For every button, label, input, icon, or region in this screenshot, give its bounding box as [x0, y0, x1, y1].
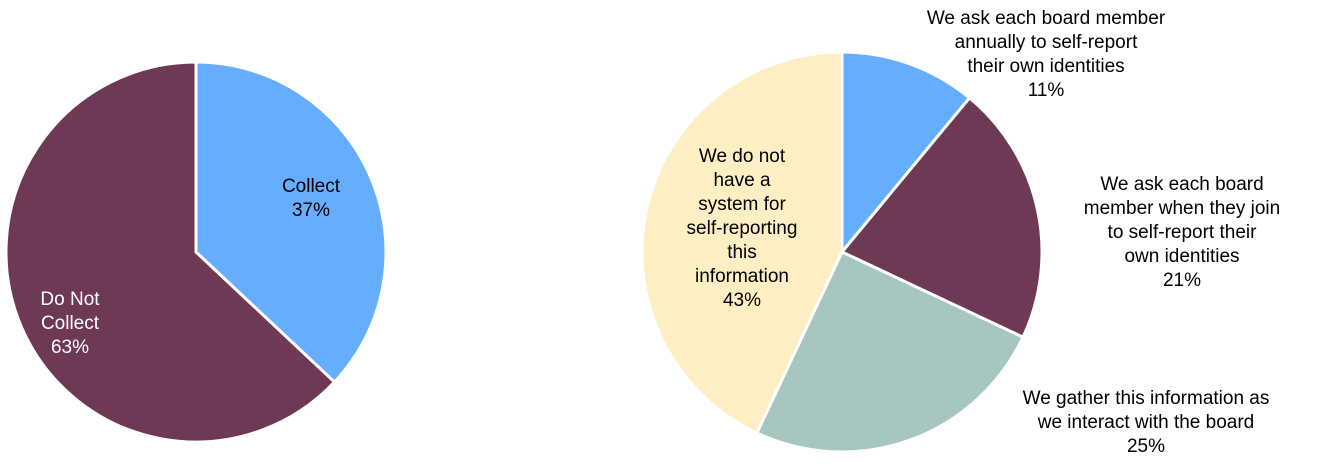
pie-1-label-3: We do not have a system for self-reporting t…	[687, 146, 798, 311]
pie-0-slice-0	[194, 60, 388, 384]
pie-1-labels: We ask each board member annually to self…	[687, 8, 1281, 457]
pie-0-labels: Collect 37% Do Not Collect 63%	[40, 176, 340, 358]
pie-0-label-1: Do Not Collect 63%	[40, 289, 100, 358]
pie-1-label-1: We ask each board member when they join to…	[1084, 174, 1280, 291]
pie-0-label-0: Collect 37%	[282, 176, 341, 221]
pie-1-slice-3	[640, 50, 844, 435]
pie-chart-methods: We ask each board member annually to self…	[640, 8, 1281, 457]
pie-chart-collection: Collect 37% Do Not Collect 63%	[4, 60, 388, 444]
pie-1-slice-0	[840, 50, 971, 254]
pie-0-slices	[4, 60, 388, 444]
pie-1-label-0: We ask each board member annually to self…	[927, 8, 1166, 101]
pie-1-label-2: We gather this information as we interact…	[1023, 388, 1270, 457]
pie-1-slice-1	[840, 96, 1044, 339]
pie-1-slice-2	[755, 250, 1025, 454]
pie-0-slice-1	[4, 60, 336, 444]
pie-1-slices	[640, 50, 1044, 454]
